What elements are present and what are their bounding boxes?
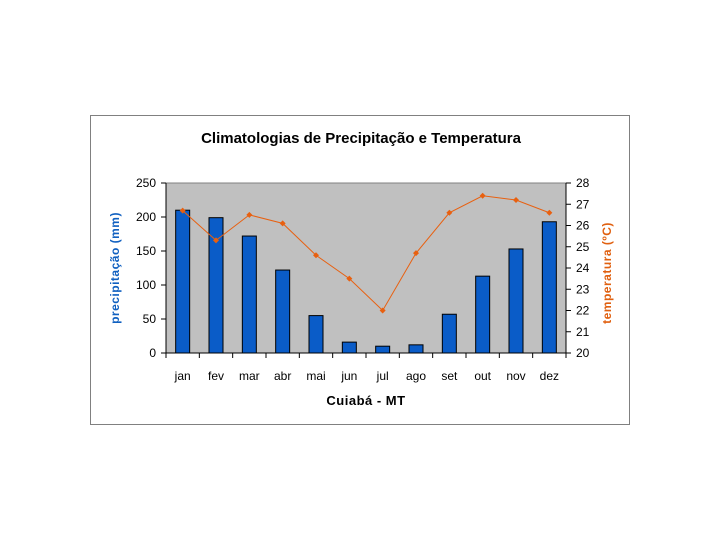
x-tick-label-mai: mai [306, 369, 325, 383]
x-tick-label-set: set [441, 369, 458, 383]
point-jan [179, 207, 186, 214]
point-out [479, 192, 486, 199]
x-tick-label-nov: nov [506, 369, 525, 383]
y-left-tick-label: 100 [136, 278, 156, 292]
point-dez [546, 209, 553, 216]
x-tick-label-ago: ago [406, 369, 426, 383]
y-right-tick-label: 27 [576, 197, 590, 211]
bar-jan [175, 209, 191, 354]
temperature-line-path [182, 195, 550, 312]
y-axis-left-title: precipitação (mm) [108, 212, 122, 324]
point-jul [379, 307, 386, 314]
bar-set [441, 313, 457, 354]
bar-jul [375, 345, 391, 354]
x-tick-label-jun: jun [340, 369, 357, 383]
point-mar [246, 211, 253, 218]
temperature-line [179, 192, 553, 314]
bar-out [475, 275, 491, 354]
x-tick-label-abr: abr [274, 369, 291, 383]
x-tick-label-jan: jan [174, 369, 191, 383]
x-tick-label-fev: fev [208, 369, 224, 383]
y-left-tick-label: 250 [136, 176, 156, 190]
y-right-tick-label: 26 [576, 219, 590, 233]
x-axis-title: Cuiabá - MT [326, 393, 405, 408]
y-right-tick-label: 25 [576, 240, 590, 254]
y-right-tick-label: 23 [576, 282, 590, 296]
y-left-tick-label: 50 [143, 312, 157, 326]
y-right-tick-label: 20 [576, 346, 590, 360]
y-right-tick-label: 28 [576, 176, 590, 190]
y-right-tick-label: 21 [576, 325, 590, 339]
y-axis-right-title: temperatura (ºC) [600, 222, 614, 324]
chart-frame: Climatologias de Precipitação e Temperat… [90, 115, 630, 425]
plot-area [165, 182, 567, 354]
point-nov [513, 197, 519, 203]
bar-abr [275, 269, 291, 354]
chart: Climatologias de Precipitação e Temperat… [108, 130, 614, 408]
axes: 0 50 100 150 200 250 20 21 22 23 24 25 26 27 28 jan fev m… [136, 176, 590, 383]
point-jun [346, 275, 353, 282]
point-mai [313, 252, 319, 259]
point-fev [213, 237, 219, 244]
bar-nov [508, 248, 524, 354]
x-tick-label-jul: jul [376, 369, 389, 383]
x-tick-label-mar: mar [239, 369, 260, 383]
bar-dez [541, 221, 557, 354]
bar-ago [408, 344, 424, 354]
x-tick-label-dez: dez [540, 369, 559, 383]
point-set [446, 209, 453, 216]
bar-mar [241, 235, 257, 354]
bar-jun [341, 341, 357, 354]
y-right-tick-label: 24 [576, 261, 590, 275]
y-left-tick-label: 150 [136, 244, 156, 258]
chart-title: Climatologias de Precipitação e Temperat… [201, 130, 521, 147]
y-right-tick-label: 22 [576, 304, 590, 318]
bar-mai [308, 315, 324, 354]
point-ago [413, 250, 419, 257]
y-left-tick-label: 200 [136, 210, 156, 224]
x-tick-label-out: out [474, 369, 491, 383]
point-abr [279, 220, 286, 227]
y-left-tick-label: 0 [149, 346, 156, 360]
